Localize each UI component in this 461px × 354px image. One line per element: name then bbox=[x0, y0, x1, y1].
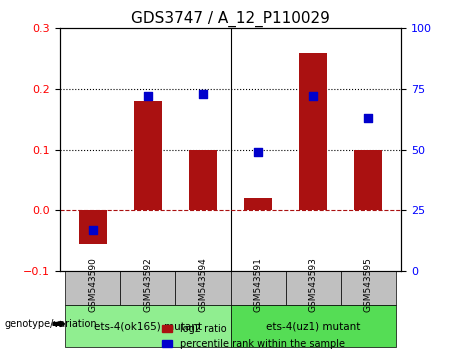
FancyBboxPatch shape bbox=[341, 271, 396, 305]
Point bbox=[309, 93, 317, 99]
Point bbox=[89, 227, 97, 233]
FancyBboxPatch shape bbox=[230, 305, 396, 347]
Text: GSM543592: GSM543592 bbox=[143, 257, 153, 312]
FancyBboxPatch shape bbox=[285, 271, 341, 305]
Title: GDS3747 / A_12_P110029: GDS3747 / A_12_P110029 bbox=[131, 11, 330, 27]
Point bbox=[364, 115, 372, 121]
FancyBboxPatch shape bbox=[65, 271, 120, 305]
FancyBboxPatch shape bbox=[120, 271, 176, 305]
Bar bbox=[189, 150, 217, 210]
Legend: log2 ratio, percentile rank within the sample: log2 ratio, percentile rank within the s… bbox=[159, 320, 349, 353]
Text: genotype/variation: genotype/variation bbox=[5, 319, 97, 329]
Text: ets-4(uz1) mutant: ets-4(uz1) mutant bbox=[266, 321, 360, 331]
Bar bbox=[134, 101, 162, 210]
Text: GSM543593: GSM543593 bbox=[308, 257, 318, 312]
Text: GSM543594: GSM543594 bbox=[199, 257, 207, 312]
Text: GSM543590: GSM543590 bbox=[89, 257, 97, 312]
Point bbox=[254, 149, 262, 155]
Bar bbox=[244, 198, 272, 210]
Bar bbox=[355, 150, 382, 210]
Bar bbox=[79, 210, 106, 244]
Bar bbox=[299, 53, 327, 210]
Point bbox=[199, 91, 207, 97]
Text: GSM543591: GSM543591 bbox=[254, 257, 262, 312]
Text: GSM543595: GSM543595 bbox=[364, 257, 372, 312]
FancyBboxPatch shape bbox=[230, 271, 285, 305]
FancyBboxPatch shape bbox=[65, 305, 230, 347]
Text: ets-4(ok165) mutant: ets-4(ok165) mutant bbox=[94, 321, 202, 331]
FancyBboxPatch shape bbox=[176, 271, 230, 305]
Point bbox=[144, 93, 152, 99]
